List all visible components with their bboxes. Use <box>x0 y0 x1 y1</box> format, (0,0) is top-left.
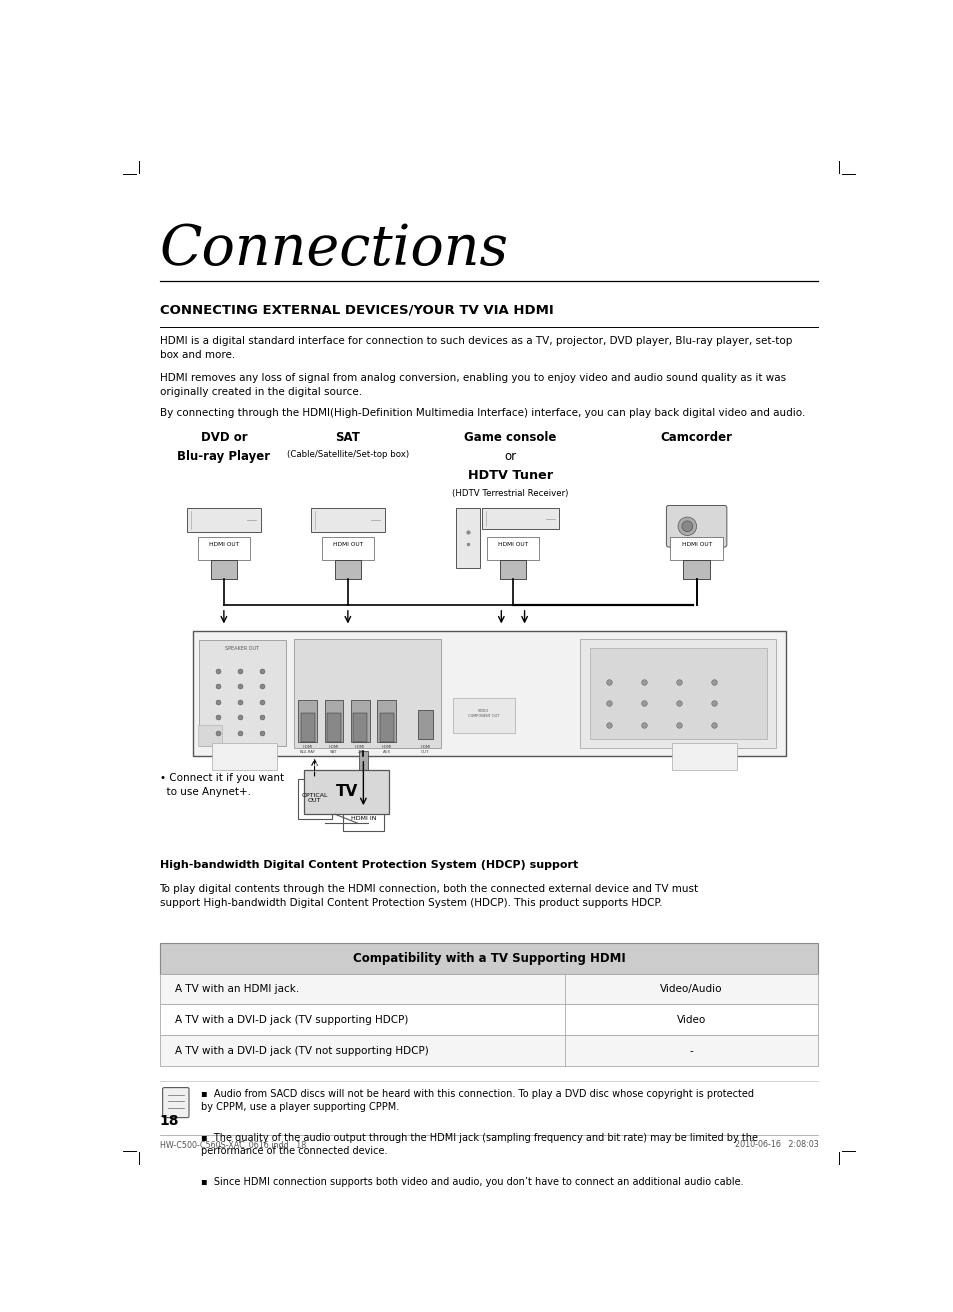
Bar <box>351 699 369 741</box>
Bar <box>159 1035 818 1067</box>
Text: • Connect it if you want
  to use Anynet+.: • Connect it if you want to use Anynet+. <box>159 773 283 796</box>
Bar <box>452 698 514 732</box>
Text: HDMI OUT: HDMI OUT <box>680 542 711 547</box>
Bar <box>212 743 277 770</box>
Bar <box>197 537 250 560</box>
Text: A TV with an HDMI jack.: A TV with an HDMI jack. <box>174 984 299 994</box>
Text: Game console: Game console <box>464 430 557 443</box>
Bar <box>579 639 776 748</box>
Text: (Cable/Satellite/Set-top box): (Cable/Satellite/Set-top box) <box>287 450 409 459</box>
Text: 18: 18 <box>159 1114 179 1128</box>
Text: 2010-06-16   2:08:03: 2010-06-16 2:08:03 <box>734 1140 818 1149</box>
Bar <box>199 640 286 747</box>
Text: (HDTV Terrestrial Receiver): (HDTV Terrestrial Receiver) <box>452 489 568 499</box>
Bar <box>187 508 260 533</box>
Bar <box>311 508 384 533</box>
Text: Blu-ray Player: Blu-ray Player <box>177 450 270 463</box>
Bar <box>324 699 343 741</box>
Text: SPEAKER OUT: SPEAKER OUT <box>225 647 259 651</box>
Text: ▪  Since HDMI connection supports both video and audio, you don’t have to connec: ▪ Since HDMI connection supports both vi… <box>200 1177 742 1187</box>
Bar <box>589 648 766 739</box>
Bar <box>377 699 395 741</box>
Bar <box>358 750 368 781</box>
Text: -: - <box>689 1046 693 1056</box>
Text: CONNECTING EXTERNAL DEVICES/YOUR TV VIA HDMI: CONNECTING EXTERNAL DEVICES/YOUR TV VIA … <box>159 304 553 316</box>
Text: DVD or: DVD or <box>200 430 247 443</box>
Text: HW-C500-C560S-XAC_0616.indd   18: HW-C500-C560S-XAC_0616.indd 18 <box>159 1140 306 1149</box>
Text: HDMI OUT: HDMI OUT <box>333 542 362 547</box>
Text: HDMI
2G: HDMI 2G <box>355 745 365 753</box>
FancyBboxPatch shape <box>666 505 726 547</box>
Text: Connections: Connections <box>159 222 508 277</box>
Bar <box>159 943 818 974</box>
Bar <box>670 537 722 560</box>
Bar <box>304 770 389 815</box>
Bar <box>353 712 367 741</box>
Circle shape <box>681 521 692 531</box>
Bar <box>481 508 558 529</box>
Text: A TV with a DVI-D jack (TV supporting HDCP): A TV with a DVI-D jack (TV supporting HD… <box>174 1015 408 1025</box>
Text: A TV with a DVI-D jack (TV not supporting HDCP): A TV with a DVI-D jack (TV not supportin… <box>174 1046 428 1056</box>
Text: High-bandwidth Digital Content Protection System (HDCP) support: High-bandwidth Digital Content Protectio… <box>159 859 578 870</box>
Text: SAT: SAT <box>335 430 360 443</box>
FancyBboxPatch shape <box>162 1088 189 1118</box>
Bar <box>159 974 818 1005</box>
Bar <box>417 710 433 739</box>
Text: HDMI removes any loss of signal from analog conversion, enabling you to enjoy vi: HDMI removes any loss of signal from ana… <box>159 373 785 396</box>
Bar <box>499 560 525 579</box>
Text: HDMI is a digital standard interface for connection to such devices as a TV, pro: HDMI is a digital standard interface for… <box>159 336 791 359</box>
Bar <box>211 560 236 579</box>
Text: HDMI
OUT: HDMI OUT <box>419 745 430 753</box>
Bar <box>193 631 785 756</box>
Text: ▪  Audio from SACD discs will not be heard with this connection. To play a DVD d: ▪ Audio from SACD discs will not be hear… <box>200 1089 753 1113</box>
Text: ▪  The quality of the audio output through the HDMI jack (sampling frequency and: ▪ The quality of the audio output throug… <box>200 1134 757 1156</box>
Bar <box>159 1005 818 1035</box>
Bar <box>327 712 340 741</box>
Bar <box>343 808 383 832</box>
Bar <box>294 639 440 748</box>
Text: By connecting through the HDMI(High-Definition Multimedia Interface) interface, : By connecting through the HDMI(High-Defi… <box>159 408 804 417</box>
Bar <box>456 508 479 568</box>
Text: HDMI
SAT: HDMI SAT <box>329 745 338 753</box>
Bar <box>486 537 538 560</box>
Bar <box>300 712 314 741</box>
Text: To play digital contents through the HDMI connection, both the connected externa: To play digital contents through the HDM… <box>159 884 698 908</box>
Bar <box>335 560 360 579</box>
Text: TV: TV <box>335 785 357 799</box>
Bar <box>321 537 374 560</box>
Bar <box>297 779 332 819</box>
Text: HDTV Tuner: HDTV Tuner <box>468 470 553 483</box>
Text: Camcorder: Camcorder <box>659 430 732 443</box>
Bar <box>379 712 394 741</box>
Circle shape <box>678 517 696 535</box>
Text: HDMI OUT: HDMI OUT <box>209 542 238 547</box>
Text: Video: Video <box>677 1015 705 1025</box>
Text: VIDEO
COMPONENT OUT: VIDEO COMPONENT OUT <box>467 708 498 718</box>
Bar <box>197 726 222 747</box>
Text: Compatibility with a TV Supporting HDMI: Compatibility with a TV Supporting HDMI <box>353 951 624 964</box>
Text: HDMI IN: HDMI IN <box>351 816 375 821</box>
Bar <box>671 743 736 770</box>
Text: HDMI
AUX: HDMI AUX <box>381 745 392 753</box>
Text: Video/Audio: Video/Audio <box>659 984 722 994</box>
Text: HDMI
BLU-RAY: HDMI BLU-RAY <box>299 745 315 753</box>
Text: HDMI OUT: HDMI OUT <box>497 542 527 547</box>
Bar <box>682 560 709 579</box>
Text: OPTICAL
OUT: OPTICAL OUT <box>301 792 328 803</box>
Text: or: or <box>504 450 517 463</box>
Bar <box>298 699 316 741</box>
